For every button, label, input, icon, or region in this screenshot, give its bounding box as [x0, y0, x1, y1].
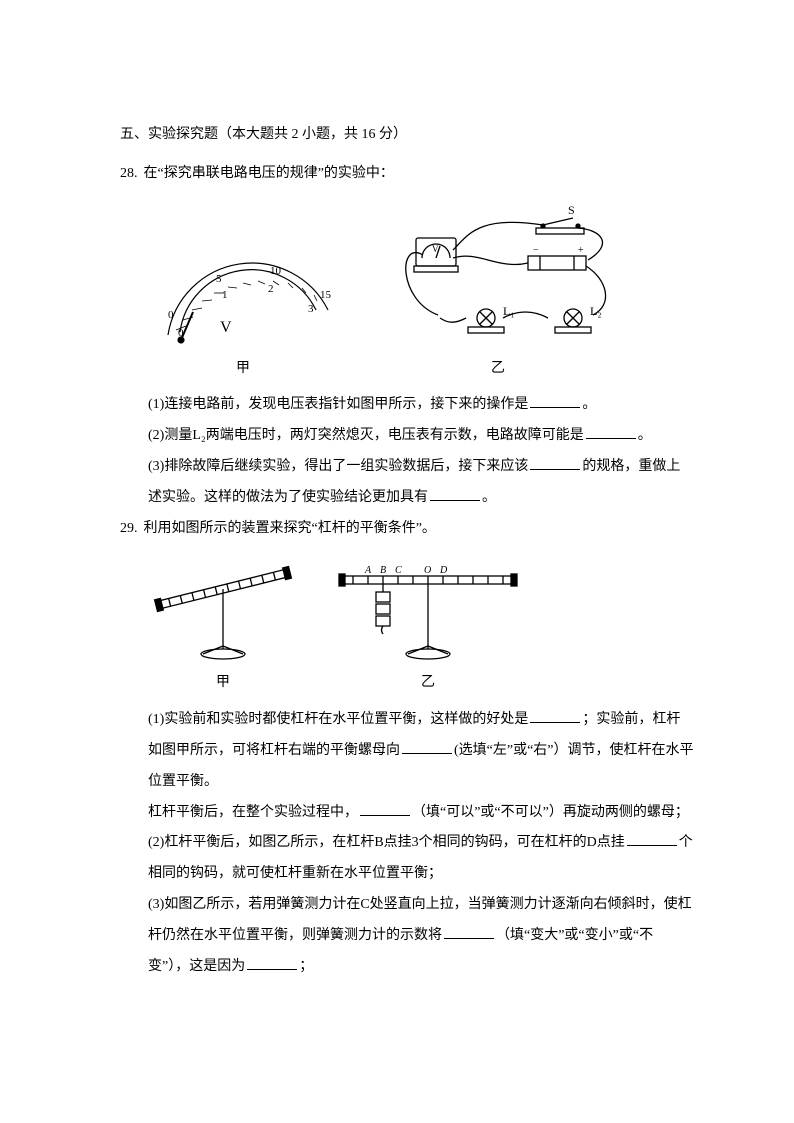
q28-number: 28. — [120, 159, 138, 190]
q29-p2: 杠杆平衡后，在整个实验过程中，（填“可以”或“不可以”）再旋动两侧的螺母； — [148, 798, 694, 829]
q29-stem: 利用如图所示的装置来探究“杠杆的平衡条件”。 — [144, 514, 436, 545]
q28-fig-jia: 0 5 10 15 0 1 2 3 V — [148, 240, 338, 350]
meter-unit: V — [220, 319, 232, 336]
meter-tick-3: 3 — [308, 303, 314, 315]
q28-fig-yi: V S − + L₁ L₂ — [368, 200, 628, 350]
lever-label-C: C — [395, 565, 402, 576]
q28-p3: (3)排除故障后继续实验，得出了一组实验数据后，接下来应该的规格，重做上述实验。… — [148, 452, 694, 514]
q29-number: 29. — [120, 514, 138, 545]
circuit-voltmeter-label: V — [432, 244, 439, 254]
lever-label-D: D — [439, 565, 448, 576]
meter-tick-15: 15 — [320, 289, 332, 301]
meter-tick-2: 2 — [268, 283, 274, 295]
circuit-bulb1-label: L₁ — [503, 304, 515, 318]
q28-fig1-label: 甲 — [236, 354, 250, 385]
q29-fig-yi: A B C O D — [328, 554, 528, 664]
meter-tick-10: 10 — [270, 265, 282, 277]
circuit-switch-label: S — [568, 203, 575, 217]
q29-p1: (1)实验前和实验时都使杠杆在水平位置平衡，这样做的好处是；实验前，杠杆如图甲所… — [148, 705, 694, 797]
lever-label-B: B — [380, 565, 386, 576]
section-title: 五、实验探究题（本大题共 2 小题，共 16 分） — [120, 120, 694, 151]
q29-fig-jia — [148, 554, 298, 664]
q29-fig2-label: 乙 — [421, 668, 435, 699]
q28-p1: (1)连接电路前，发现电压表指针如图甲所示，接下来的操作是。 — [148, 390, 694, 421]
meter-tick-0-outer: 0 — [168, 309, 174, 321]
svg-text:−: − — [533, 245, 539, 256]
q28-stem: 在“探究串联电路电压的规律”的实验中： — [144, 159, 394, 190]
svg-text:+: + — [578, 245, 584, 256]
meter-tick-1: 1 — [222, 289, 228, 301]
q28-fig2-label: 乙 — [491, 354, 505, 385]
meter-tick-5: 5 — [216, 273, 222, 285]
q28-p2: (2)测量L₂两端电压时，两灯突然熄灭，电压表有示数，电路故障可能是。 — [148, 421, 694, 452]
meter-tick-0-inner: 0 — [178, 327, 184, 339]
circuit-bulb2-label: L₂ — [590, 304, 602, 318]
q29-fig1-label: 甲 — [216, 668, 230, 699]
lever-label-A: A — [364, 565, 372, 576]
q29-p4: (3)如图乙所示，若用弹簧测力计在C处竖直向上拉，当弹簧测力计逐渐向右倾斜时，使… — [148, 890, 694, 982]
q29-p3: (2)杠杆平衡后，如图乙所示，在杠杆B点挂3个相同的钩码，可在杠杆的D点挂个相同… — [148, 828, 694, 890]
lever-label-O: O — [424, 565, 431, 576]
